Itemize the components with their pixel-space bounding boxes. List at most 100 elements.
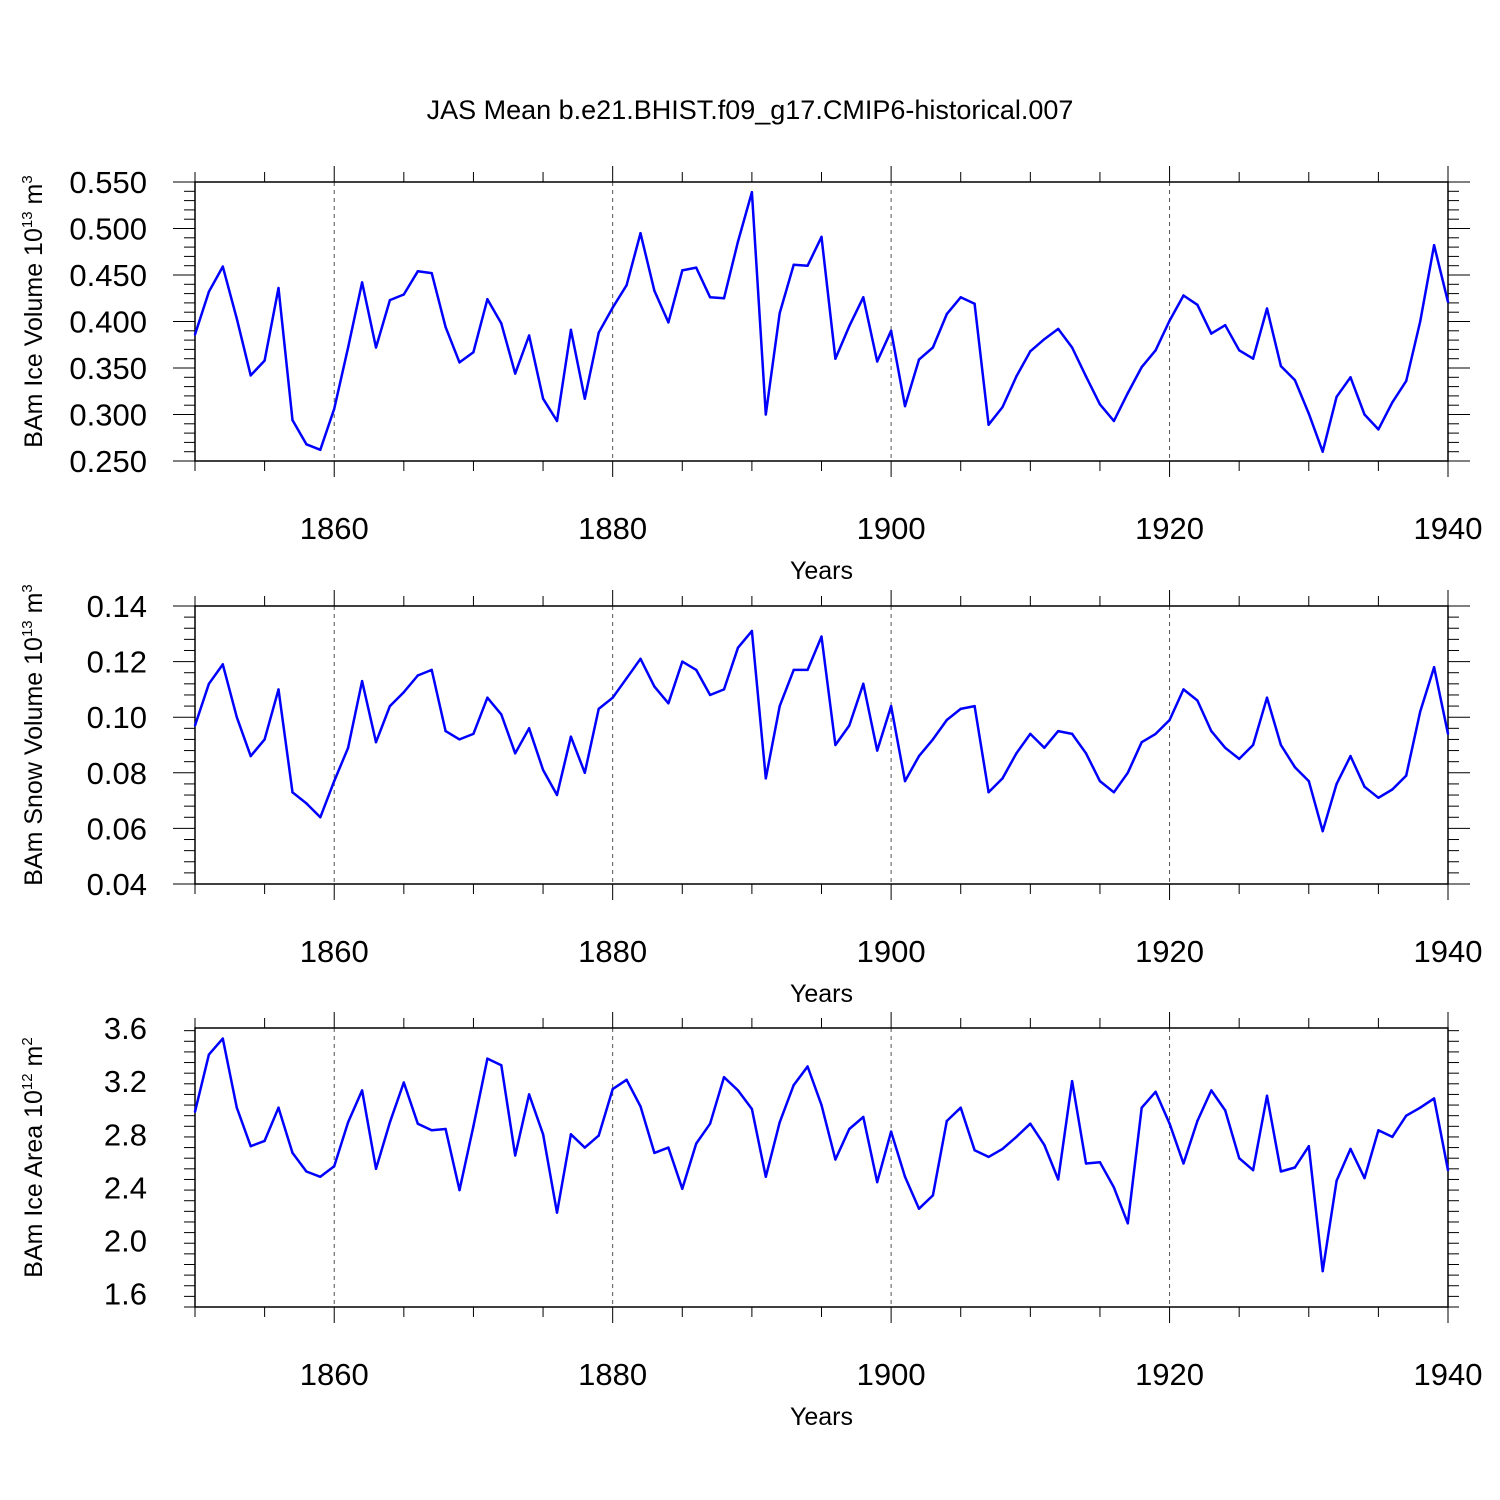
data-point — [681, 1187, 684, 1190]
data-point — [653, 685, 656, 688]
data-point — [653, 289, 656, 293]
data-point — [1126, 771, 1129, 774]
y-axis-title-unit: m — [20, 1046, 48, 1074]
data-point — [277, 688, 280, 691]
y-tick-label: 3.6 — [104, 1011, 147, 1046]
data-point — [1098, 1160, 1102, 1164]
data-point — [569, 1133, 573, 1136]
plot-frame — [194, 1027, 1449, 1308]
data-point — [1224, 1109, 1227, 1112]
data-point — [235, 317, 238, 320]
data-point — [1391, 401, 1394, 404]
data-point — [1112, 1186, 1116, 1189]
data-point — [1015, 1135, 1018, 1139]
y-axis-title-exponent: 12 — [19, 1073, 36, 1090]
data-point — [263, 1139, 266, 1143]
data-point — [1168, 718, 1171, 722]
data-point — [346, 346, 350, 349]
data-point — [889, 329, 893, 332]
data-point — [500, 713, 503, 716]
data-point — [1043, 1143, 1046, 1147]
data-point — [848, 724, 851, 727]
data-point — [834, 1158, 837, 1161]
y-tick-label: 0.300 — [69, 398, 147, 433]
data-point — [583, 771, 587, 774]
y-tick-label: 0.06 — [87, 811, 147, 846]
data-point — [472, 350, 475, 354]
data-point — [1001, 777, 1004, 780]
data-point — [1279, 1170, 1283, 1173]
data-point — [1210, 729, 1213, 733]
x-tick-label: 1900 — [857, 1357, 926, 1392]
y-tick-label: 2.0 — [104, 1224, 147, 1259]
data-point — [959, 707, 962, 711]
data-point — [1377, 796, 1380, 800]
data-point — [291, 418, 294, 422]
data-point — [1056, 1178, 1060, 1181]
data-point — [1321, 1269, 1324, 1273]
data-point — [583, 1146, 587, 1149]
data-point — [500, 322, 503, 325]
data-point — [889, 1130, 893, 1133]
data-point — [541, 1133, 545, 1136]
y-tick-label: 3.2 — [104, 1064, 147, 1099]
data-point — [1154, 732, 1157, 736]
data-point — [555, 793, 559, 797]
data-point — [1391, 788, 1394, 791]
data-point — [346, 1121, 350, 1124]
data-point — [1224, 324, 1227, 327]
data-point — [430, 668, 433, 672]
y-axis-title-unit: m — [20, 593, 48, 621]
data-point — [597, 331, 600, 334]
data-point — [1251, 743, 1255, 747]
data-point — [987, 791, 990, 794]
x-tick-label: 1860 — [300, 934, 369, 969]
data-point — [444, 1127, 447, 1131]
data-point — [1293, 378, 1297, 382]
series-line-1 — [193, 190, 1450, 453]
data-point — [569, 735, 573, 738]
data-point — [862, 296, 865, 299]
data-point — [1196, 1119, 1199, 1123]
data-point — [903, 1175, 907, 1179]
data-point — [1112, 419, 1116, 423]
data-point — [416, 674, 419, 677]
data-point — [360, 281, 364, 284]
data-point — [1098, 403, 1102, 406]
data-point — [1168, 319, 1171, 322]
data-point — [931, 1194, 935, 1197]
data-point — [931, 738, 935, 741]
series-line-2 — [193, 629, 1450, 833]
data-point — [848, 324, 851, 328]
data-point — [1224, 746, 1227, 749]
y-tick-label: 0.250 — [69, 444, 147, 479]
y-tick-label: 0.450 — [69, 258, 147, 293]
data-point — [778, 704, 781, 708]
data-point — [277, 1106, 280, 1109]
data-point — [1251, 357, 1255, 360]
data-point — [193, 333, 197, 336]
data-point — [458, 738, 461, 741]
y-axis-title: BAm Ice Area 1012 m2 — [19, 1037, 48, 1277]
data-point — [973, 704, 976, 708]
data-point — [806, 1065, 809, 1068]
y-axis-title: BAm Ice Volume 1013 m3 — [19, 175, 48, 447]
y-axis-title: BAm Snow Volume 1013 m3 — [19, 584, 48, 886]
data-point — [1098, 779, 1102, 783]
data-point — [1015, 752, 1018, 755]
data-point — [1432, 244, 1436, 247]
y-axis-title-unit: m — [20, 184, 48, 212]
data-point — [319, 448, 322, 452]
data-point — [1321, 450, 1324, 453]
data-point — [1377, 428, 1380, 431]
data-point — [736, 1089, 740, 1092]
data-point — [486, 1057, 489, 1060]
data-point — [931, 346, 935, 349]
data-point — [235, 1106, 238, 1109]
data-point — [305, 1170, 308, 1173]
data-point — [597, 707, 600, 711]
data-point — [764, 777, 768, 780]
data-point — [291, 1151, 294, 1155]
data-point — [1070, 1079, 1074, 1083]
x-axis-title: Years — [790, 980, 853, 1008]
